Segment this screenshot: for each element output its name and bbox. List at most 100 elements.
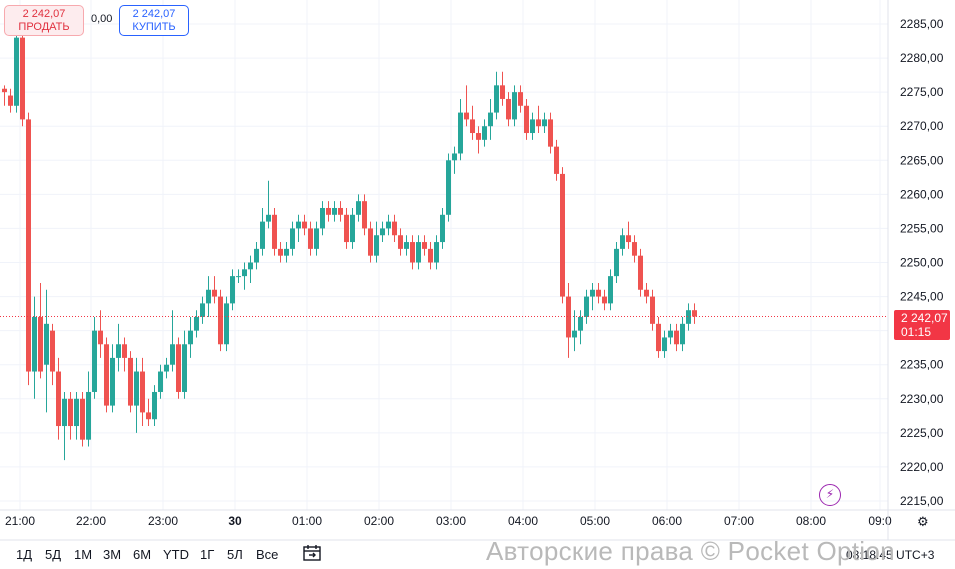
timeframe-button[interactable]: 1М — [74, 547, 93, 562]
candle-body — [80, 398, 85, 440]
candle-body — [368, 228, 373, 256]
copyright-watermark: Авторские права © Pocket Option — [486, 536, 895, 566]
candle-body — [98, 330, 103, 345]
buy-button[interactable]: 2 242,07 КУПИТЬ — [119, 5, 189, 36]
candle-body — [224, 303, 229, 345]
price-tick-label: 2245,00 — [900, 290, 944, 304]
price-tick-label: 2255,00 — [900, 221, 944, 235]
candle-body — [278, 248, 283, 256]
candle-body — [20, 37, 25, 120]
candle-body — [266, 214, 271, 222]
candle-body — [8, 95, 13, 106]
candle-body — [566, 296, 571, 338]
candle-body — [200, 303, 205, 318]
candle-body — [212, 289, 217, 297]
timeframe-button[interactable]: YTD — [163, 547, 189, 562]
sell-button[interactable]: 2 242,07 ПРОДАТЬ — [4, 5, 84, 36]
price-tick-label: 2285,00 — [900, 17, 944, 31]
candle-body — [572, 330, 577, 338]
time-tick-label: 08:00 — [796, 514, 826, 528]
candle-body — [284, 248, 289, 256]
time-tick-label: 02:00 — [364, 514, 394, 528]
current-price-label: 2 242,07 — [901, 311, 948, 325]
timeframe-button[interactable]: 6М — [133, 547, 152, 562]
candle-body — [86, 391, 91, 440]
candle-body — [242, 269, 247, 277]
candle-body — [272, 214, 277, 249]
candle-body — [530, 119, 535, 134]
candle-body — [614, 248, 619, 277]
candle-body — [410, 242, 415, 263]
candle-body — [380, 228, 385, 236]
price-tick-label: 2265,00 — [900, 153, 944, 167]
buy-label: КУПИТЬ — [132, 21, 176, 33]
lightning-icon[interactable]: ⚡ — [819, 484, 841, 506]
candle-body — [218, 296, 223, 345]
time-tick-label: 01:00 — [292, 514, 322, 528]
candle-body — [362, 201, 367, 229]
candle-body — [320, 207, 325, 229]
candle-body — [308, 228, 313, 249]
gear-icon[interactable]: ⚙ — [917, 514, 929, 529]
timeframe-button[interactable]: 1Г — [200, 547, 215, 562]
time-tick-label: 23:00 — [148, 514, 178, 528]
timeframe-button[interactable]: 1Д — [16, 547, 33, 562]
candle-body — [548, 119, 553, 147]
clock-label[interactable]: 08:18:45 UTC+3 — [846, 548, 935, 562]
candle-body — [422, 242, 427, 249]
candle-body — [356, 201, 361, 215]
candle-body — [44, 323, 49, 365]
candle-body — [674, 330, 679, 345]
candle-body — [506, 98, 511, 120]
candle-body — [62, 398, 67, 427]
candle-body — [140, 371, 145, 413]
candle-body — [56, 371, 61, 427]
time-tick-label: 03:00 — [436, 514, 466, 528]
candle-body — [164, 364, 169, 372]
candle-body — [578, 317, 583, 331]
candle-body — [290, 228, 295, 249]
price-tick-label: 2235,00 — [900, 358, 944, 372]
candle-body — [326, 207, 331, 215]
candle-body — [662, 337, 667, 352]
candle-body — [686, 310, 691, 324]
candle-body — [14, 37, 19, 106]
candle-body — [230, 276, 235, 304]
candle-body — [560, 173, 565, 297]
candle-body — [374, 235, 379, 256]
candle-body — [632, 242, 637, 256]
candle-body — [398, 235, 403, 249]
countdown-label: 01:15 — [901, 325, 932, 339]
timeframe-button[interactable]: 3М — [103, 547, 122, 562]
candle-body — [128, 357, 133, 406]
time-tick-label: 05:00 — [580, 514, 610, 528]
timeframe-button[interactable]: Все — [256, 547, 279, 562]
candle-body — [74, 398, 79, 427]
candle-body — [392, 221, 397, 236]
candle-body — [344, 214, 349, 243]
candle-body — [206, 289, 211, 304]
candle-body — [386, 221, 391, 229]
calendar-icon[interactable] — [302, 544, 322, 562]
candle-body — [32, 317, 37, 372]
candle-body — [626, 235, 631, 243]
candle-body — [134, 371, 139, 406]
candle-body — [332, 207, 337, 215]
candle-body — [110, 357, 115, 406]
candle-body — [668, 330, 673, 338]
candle-body — [350, 214, 355, 243]
candle-body — [542, 119, 547, 127]
timeframe-button[interactable]: 5Л — [227, 547, 243, 562]
candle-body — [644, 289, 649, 297]
candle-body — [536, 119, 541, 127]
time-tick-label: 30 — [228, 514, 242, 528]
candle-body — [404, 242, 409, 249]
candle-body — [692, 310, 697, 317]
timeframe-button[interactable]: 5Д — [45, 547, 62, 562]
price-tick-label: 2230,00 — [900, 392, 944, 406]
candle-body — [116, 344, 121, 358]
sell-label: ПРОДАТЬ — [18, 21, 70, 33]
candle-body — [338, 207, 343, 215]
